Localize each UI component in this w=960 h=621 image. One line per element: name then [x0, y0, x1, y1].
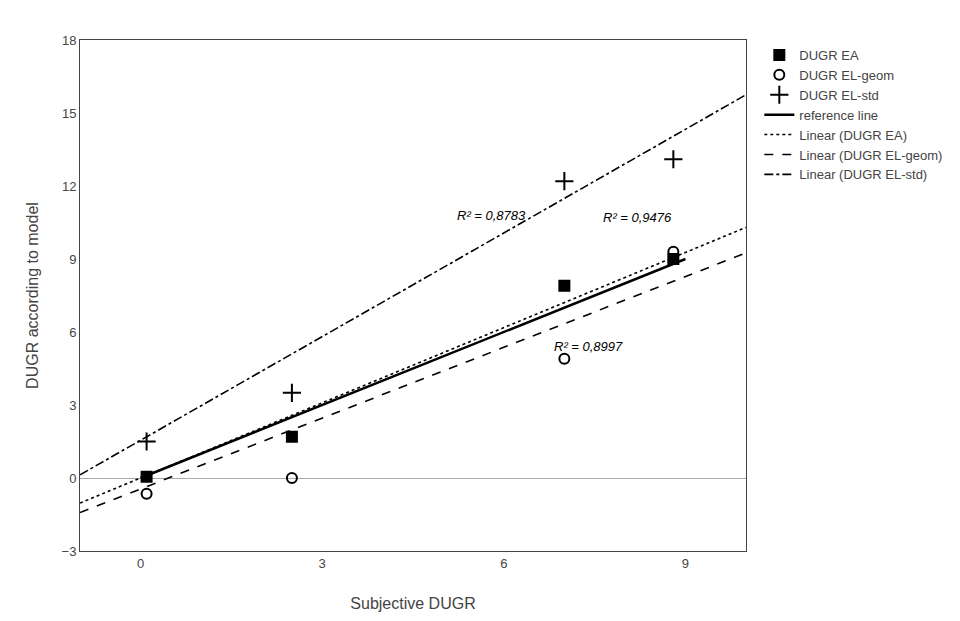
- svg-text:9: 9: [69, 252, 76, 267]
- svg-text:0: 0: [137, 556, 144, 571]
- svg-text:R² = 0,8783: R² = 0,8783: [457, 208, 526, 223]
- svg-text:DUGR EL-geom: DUGR EL-geom: [799, 68, 894, 83]
- svg-text:3: 3: [319, 556, 326, 571]
- svg-text:R² = 0,9476: R² = 0,9476: [603, 210, 672, 225]
- svg-text:15: 15: [62, 106, 76, 121]
- svg-text:DUGR EL-std: DUGR EL-std: [799, 88, 878, 103]
- svg-text:R² = 0,8997: R² = 0,8997: [554, 339, 623, 354]
- svg-text:Linear (DUGR EL-geom): Linear (DUGR EL-geom): [799, 148, 942, 163]
- svg-text:6: 6: [69, 325, 76, 340]
- svg-text:6: 6: [500, 556, 507, 571]
- svg-text:DUGR according to model: DUGR according to model: [24, 202, 41, 389]
- svg-text:3: 3: [69, 398, 76, 413]
- svg-text:12: 12: [62, 179, 76, 194]
- svg-text:Linear (DUGR EA): Linear (DUGR EA): [799, 128, 907, 143]
- svg-text:DUGR EA: DUGR EA: [799, 48, 859, 63]
- svg-text:18: 18: [62, 33, 76, 48]
- svg-text:reference line: reference line: [799, 108, 878, 123]
- svg-text:0: 0: [69, 471, 76, 486]
- svg-text:Linear (DUGR EL-std): Linear (DUGR EL-std): [799, 167, 927, 182]
- svg-text:Subjective DUGR: Subjective DUGR: [350, 595, 475, 612]
- svg-text:9: 9: [682, 556, 689, 571]
- svg-text:−3: −3: [62, 544, 77, 559]
